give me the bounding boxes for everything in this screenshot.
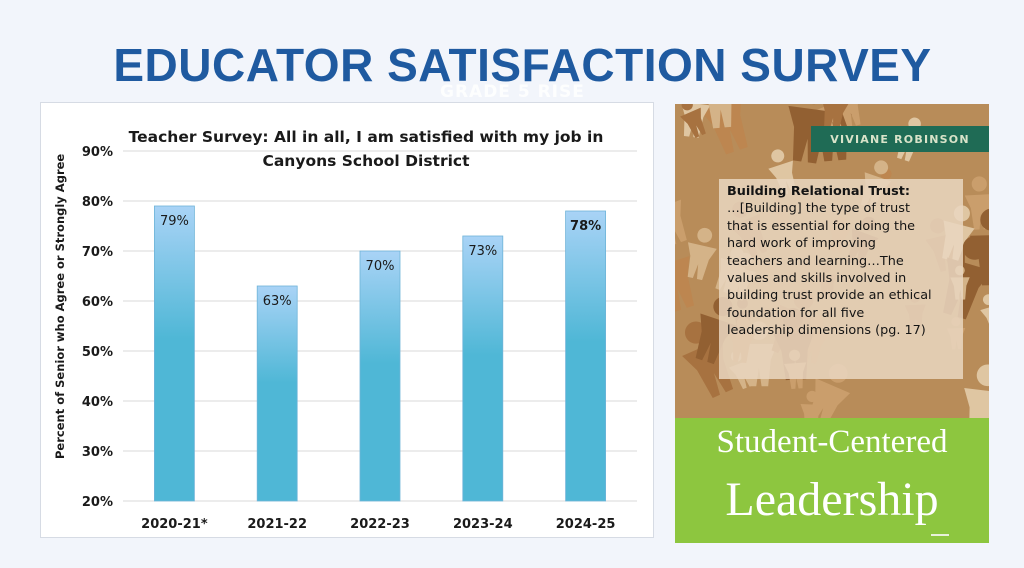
quote-title: Building Relational Trust:	[727, 184, 910, 199]
paper-figure	[980, 294, 989, 333]
quote-line: foundation for all five	[727, 305, 865, 321]
book-cover: VIVIANE ROBINSON Building Relational Tru…	[675, 104, 989, 543]
y-tick-label: 60%	[82, 295, 113, 310]
y-tick-label: 90%	[82, 145, 113, 160]
ghost-subtitle: GRADE 5 RISE	[440, 82, 585, 102]
paper-figure	[821, 104, 850, 134]
paper-figure	[700, 104, 737, 129]
paper-figure	[833, 104, 861, 128]
chart-title-line-2: Canyons School District	[262, 152, 470, 170]
quote-line: …[Building] the type of trust	[727, 201, 910, 217]
chart-title: Teacher Survey: All in all, I am satisfi…	[101, 125, 631, 173]
paper-figure	[964, 364, 989, 424]
y-tick-label: 40%	[82, 395, 113, 410]
book-title: Leadership	[725, 473, 939, 526]
bar	[565, 210, 606, 502]
paper-figure	[680, 104, 706, 139]
x-tick-label: 2022-23	[350, 517, 410, 532]
slide-title: EDUCATOR SATISFACTION SURVEY	[113, 39, 932, 91]
paper-figure	[675, 199, 687, 247]
data-label: 73%	[468, 244, 497, 259]
y-axis-label: Percent of Senior who Agree or Strongly …	[53, 153, 67, 459]
quote-line: hard work of improving	[727, 236, 876, 252]
y-tick-label: 30%	[82, 445, 113, 460]
quote-line: that is essential for doing the	[727, 218, 916, 234]
chart-title-line-1: Teacher Survey: All in all, I am satisfi…	[128, 128, 604, 146]
quote-line: leadership dimensions (pg. 17)	[727, 323, 926, 339]
quote-line: values and skills involved in	[727, 271, 907, 287]
quote-box: Building Relational Trust: …[Building] t…	[719, 179, 963, 379]
quote-line: teachers and learning…The	[727, 253, 904, 269]
x-tick-label: 2024-25	[556, 517, 616, 532]
book-subtitle: Student-Centered	[716, 424, 948, 460]
bar	[359, 250, 401, 502]
y-tick-label: 20%	[82, 495, 113, 510]
x-tick-label: 2021-22	[247, 517, 307, 532]
y-tick-label: 50%	[82, 345, 113, 360]
chart-panel: 20% 30% 40% 50% 60% 70% 80% 90% 79% 2020-21* 63% 20…	[40, 102, 654, 538]
paper-figure	[675, 237, 695, 312]
bar	[256, 285, 298, 502]
data-label: 63%	[263, 294, 292, 309]
x-tick-label: 2023-24	[453, 517, 513, 532]
data-label: 78%	[570, 219, 601, 234]
data-label: 79%	[160, 214, 189, 229]
y-tick-label: 70%	[82, 245, 113, 260]
data-label: 70%	[366, 259, 395, 274]
bar-chart: 20% 30% 40% 50% 60% 70% 80% 90% 79% 2020-21* 63% 20…	[82, 145, 637, 532]
book-title-band	[675, 418, 989, 543]
y-tick-label: 80%	[82, 195, 113, 210]
bar	[154, 205, 195, 502]
book-underline-mark	[931, 534, 949, 536]
quote-line: building trust provide an ethical	[727, 288, 932, 304]
book-author-band: VIVIANE ROBINSON	[811, 126, 989, 152]
x-tick-label: 2020-21*	[141, 517, 208, 532]
bar	[462, 235, 504, 502]
paper-figure	[687, 227, 717, 281]
